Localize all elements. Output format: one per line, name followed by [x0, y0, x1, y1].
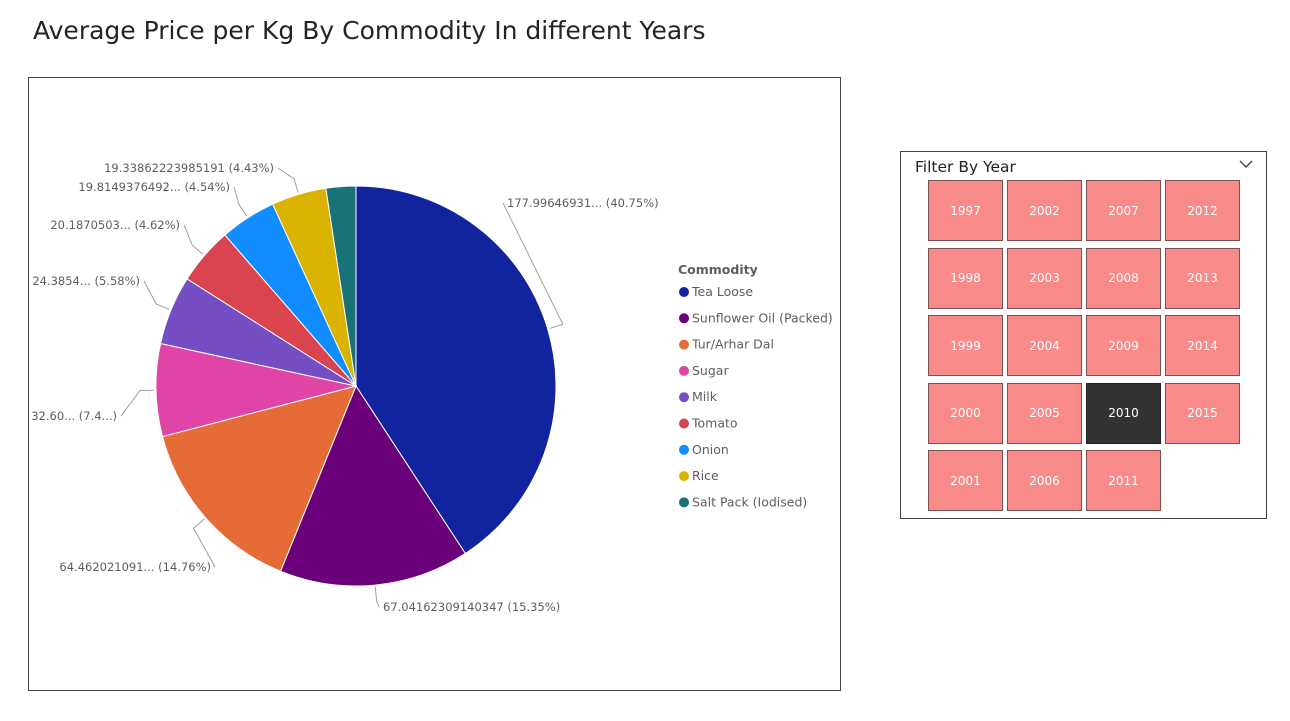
legend-label: Onion: [692, 442, 729, 457]
year-tile-2005[interactable]: 2005: [1007, 382, 1082, 444]
leader-line-sugar: [120, 389, 155, 417]
legend-marker: [679, 497, 689, 508]
legend-label: Rice: [692, 468, 719, 483]
legend-item-milk[interactable]: Milk: [679, 389, 718, 404]
year-slicer[interactable]: Filter By Year 1997 1998 1999 2000 2001 2002 2…: [900, 151, 1267, 519]
chevron-down-icon[interactable]: [1238, 158, 1254, 170]
data-label-milk: 24.3854... (5.58%): [32, 274, 140, 288]
legend-marker: [679, 287, 689, 297]
pie-slice-salt-pack-iodised[interactable]: [325, 185, 357, 387]
pie-slice-tea-loose[interactable]: [355, 185, 557, 555]
data-label-sunflower-oil-packed: 67.04162309140347 (15.35%): [383, 600, 560, 614]
year-tile-2004[interactable]: 2004: [1007, 315, 1082, 376]
leader-line-tomato: [183, 224, 204, 255]
legend-item-sunflower-oil-packed[interactable]: Sunflower Oil (Packed): [679, 310, 833, 325]
legend-item-rice[interactable]: Rice: [679, 468, 719, 483]
year-tile-2015[interactable]: 2015: [1165, 382, 1240, 444]
year-tile-2010[interactable]: 2010: [1086, 382, 1161, 444]
legend-marker: [679, 418, 689, 429]
legend-marker: [679, 313, 689, 324]
legend-label: Tomato: [691, 416, 738, 431]
year-tile-2000[interactable]: 2000: [928, 382, 1003, 444]
pie-chart[interactable]: 177.99646931... (40.75%) 67.0416230914034…: [29, 78, 840, 690]
year-tile-2001[interactable]: 2001: [928, 450, 1003, 511]
legend-label: Sunflower Oil (Packed): [692, 310, 833, 325]
year-tile-1999[interactable]: 1999: [928, 315, 1003, 376]
year-tile-1998[interactable]: 1998: [928, 247, 1003, 309]
year-tile-1997[interactable]: 1997: [928, 180, 1003, 241]
page-title: Average Price per Kg By Commodity In dif…: [33, 16, 706, 45]
pie-chart-visual[interactable]: 177.99646931... (40.75%) 67.0416230914034…: [28, 77, 841, 691]
legend-marker: [679, 471, 689, 482]
legend-item-salt-pack-iodised[interactable]: Salt Pack (Iodised): [679, 494, 807, 509]
year-tile-2006[interactable]: 2006: [1007, 450, 1082, 511]
data-label-rice: 19.33862223985191 (4.43%): [104, 161, 274, 175]
slicer-title: Filter By Year: [915, 158, 1016, 176]
legend-label: Tur/Arhar Dal: [691, 337, 774, 352]
year-tile-2013[interactable]: 2013: [1165, 247, 1240, 309]
leader-line-tea-loose: [502, 202, 564, 329]
leader-line-onion: [233, 186, 248, 217]
data-label-sugar: 32.60... (7.4...): [31, 409, 117, 423]
leader-line-milk: [143, 280, 170, 310]
legend-item-tur-arhar-dal[interactable]: Tur/Arhar Dal: [679, 337, 774, 352]
pie-slice-tur-arhar-dal[interactable]: [161, 385, 357, 572]
legend-item-tomato[interactable]: Tomato: [679, 416, 738, 431]
legend-marker: [679, 339, 689, 350]
legend-label: Sugar: [692, 363, 729, 378]
legend-marker: [679, 365, 689, 376]
leader-line-tur-arhar-dal: [192, 518, 216, 568]
year-tile-2002[interactable]: 2002: [1007, 180, 1082, 241]
year-tile-2011[interactable]: 2011: [1086, 450, 1161, 511]
legend-item-sugar[interactable]: Sugar: [679, 363, 729, 378]
legend-item-onion[interactable]: Onion: [679, 442, 729, 457]
year-tile-2009[interactable]: 2009: [1086, 315, 1161, 376]
leader-line-rice: [277, 167, 299, 193]
year-tile-2007[interactable]: 2007: [1086, 180, 1161, 241]
legend-label: Salt Pack (Iodised): [692, 494, 807, 509]
legend-title: Commodity: [678, 262, 758, 277]
year-tile-2012[interactable]: 2012: [1165, 180, 1240, 241]
legend-marker: [679, 444, 689, 455]
legend-item-tea-loose[interactable]: Tea Loose: [679, 284, 753, 299]
legend-marker: [679, 392, 689, 403]
legend-label: Tea Loose: [691, 284, 753, 299]
year-tile-2014[interactable]: 2014: [1165, 315, 1240, 376]
legend-label: Milk: [692, 389, 718, 404]
leader-line-sunflower-oil-packed: [374, 587, 380, 608]
data-label-tur-arhar-dal: 64.462021091... (14.76%): [59, 560, 211, 574]
year-tile-2008[interactable]: 2008: [1086, 247, 1161, 309]
year-tile-2003[interactable]: 2003: [1007, 247, 1082, 309]
pie-slice-sunflower-oil-packed[interactable]: [279, 384, 467, 587]
data-label-tea-loose: 177.99646931... (40.75%): [507, 196, 659, 210]
data-label-tomato: 20.1870503... (4.62%): [50, 218, 180, 232]
data-label-onion: 19.8149376492... (4.54%): [78, 180, 230, 194]
